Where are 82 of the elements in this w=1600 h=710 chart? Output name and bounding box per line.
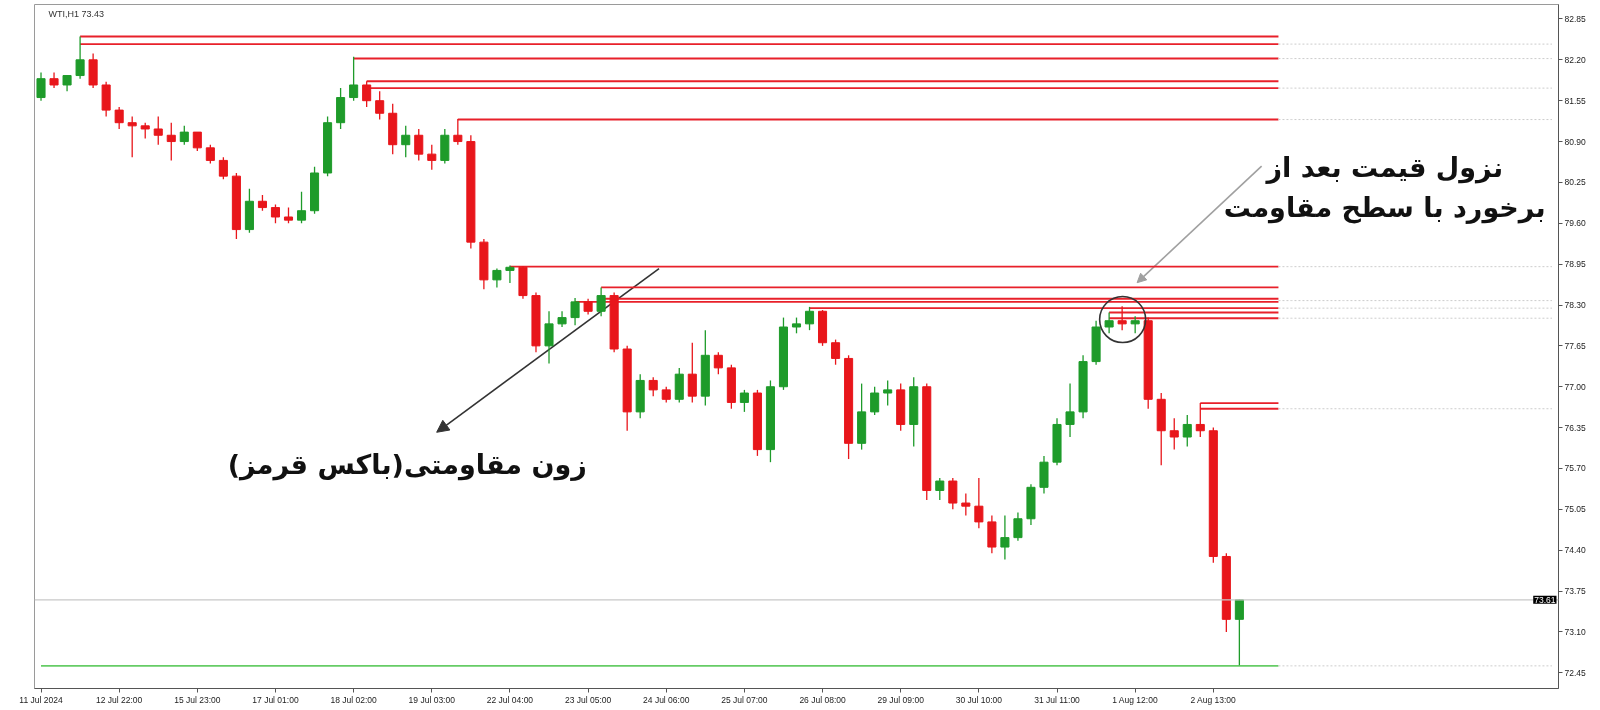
y-tick-label: 78.30 <box>1564 300 1587 311</box>
y-tick-label: 77.00 <box>1564 381 1587 392</box>
x-tick-label: 17 Jul 01:00 <box>252 694 299 705</box>
candlestick <box>544 310 554 365</box>
candlestick <box>570 297 580 326</box>
candlestick <box>492 267 502 289</box>
y-tick-label: 80.25 <box>1564 177 1587 188</box>
candlestick <box>713 351 723 375</box>
candlestick <box>1234 598 1244 666</box>
x-tick-label: 30 Jul 10:00 <box>955 694 1003 705</box>
candlestick <box>296 191 307 224</box>
candlestick <box>453 118 463 146</box>
annotation: نزول قیمت بعد از برخورد با سطح مقاومت <box>1223 152 1546 225</box>
candlestick <box>414 128 424 162</box>
candlestick <box>596 286 606 317</box>
candlestick <box>179 125 189 146</box>
candlestick <box>218 156 228 180</box>
annotation: زون مقاومتی(باکس قرمز) <box>227 448 587 481</box>
y-tick-label: 75.05 <box>1564 504 1587 515</box>
candlestick <box>870 386 880 416</box>
y-tick-label: 81.55 <box>1564 95 1587 106</box>
candlestick <box>349 56 359 102</box>
candlestick <box>375 90 385 121</box>
candlestick <box>36 71 46 102</box>
candlestick <box>1065 382 1075 438</box>
candlestick <box>739 389 749 413</box>
x-tick-label: 1 Aug 12:00 <box>1112 694 1158 705</box>
ref-line-label: 73.61 <box>1534 594 1556 605</box>
candlestick <box>1182 414 1192 448</box>
candlestick <box>153 115 163 146</box>
candlestick <box>127 115 137 158</box>
candlestick <box>205 144 215 165</box>
candlestick <box>362 80 372 108</box>
y-tick-label: 75.70 <box>1564 463 1587 474</box>
candlestick <box>1195 402 1205 438</box>
candlestick <box>75 35 85 80</box>
text: WTI,H1 73.43 <box>48 8 105 19</box>
candlestick <box>961 492 971 517</box>
candlestick <box>831 338 841 366</box>
candlestick <box>427 144 437 171</box>
x-tick-label: 26 Jul 08:00 <box>799 694 846 705</box>
candlestick <box>935 477 945 501</box>
candlestick <box>1169 417 1179 451</box>
y-tick-label: 76.35 <box>1564 422 1587 433</box>
x-tick-label: 12 Jul 22:00 <box>96 694 143 705</box>
candlestick <box>974 477 984 529</box>
candlestick <box>401 125 411 158</box>
candlestick <box>505 264 515 284</box>
x-tick-label: 2 Aug 13:00 <box>1190 694 1237 705</box>
candlestick <box>883 379 893 407</box>
y-tick-label: 73.10 <box>1564 626 1587 637</box>
candlestick <box>804 306 815 331</box>
x-tick-label: 23 Jul 05:00 <box>564 694 612 705</box>
x-tick-label: 19 Jul 03:00 <box>408 694 456 705</box>
y-tick-label: 80.90 <box>1564 136 1587 147</box>
candlestick <box>1000 514 1010 561</box>
y-tick-label: 72.45 <box>1564 667 1587 678</box>
x-tick-label: 31 Jul 11:00 <box>1034 694 1081 705</box>
candlestick <box>648 376 658 397</box>
candlestick <box>270 203 281 224</box>
x-tick-label: 15 Jul 23:00 <box>174 694 221 705</box>
y-tick-label: 82.85 <box>1564 13 1587 24</box>
x-tick-label: 22 Jul 04:00 <box>486 694 534 705</box>
candlestick <box>114 106 124 130</box>
y-tick-label: 78.95 <box>1564 259 1587 270</box>
x-tick-label: 29 Jul 09:00 <box>877 694 925 705</box>
candlestick <box>1013 511 1023 542</box>
x-tick-label: 24 Jul 06:00 <box>643 694 690 705</box>
x-tick-label: 11 Jul 2024 <box>19 694 63 705</box>
candlestick <box>166 122 176 162</box>
candlestick <box>687 342 697 404</box>
x-tick-label: 18 Jul 02:00 <box>330 694 378 705</box>
candlestick <box>1104 311 1114 334</box>
candlestick <box>948 477 958 510</box>
y-tick-label: 77.65 <box>1564 340 1587 351</box>
y-tick-label: 73.75 <box>1564 586 1587 597</box>
candlestick <box>1117 305 1127 331</box>
y-tick-label: 82.20 <box>1564 54 1587 65</box>
candlestick <box>192 131 202 152</box>
x-tick-label: 25 Jul 07:00 <box>721 694 768 705</box>
y-tick-label: 74.40 <box>1564 545 1587 556</box>
y-tick-label: 79.60 <box>1564 218 1587 229</box>
